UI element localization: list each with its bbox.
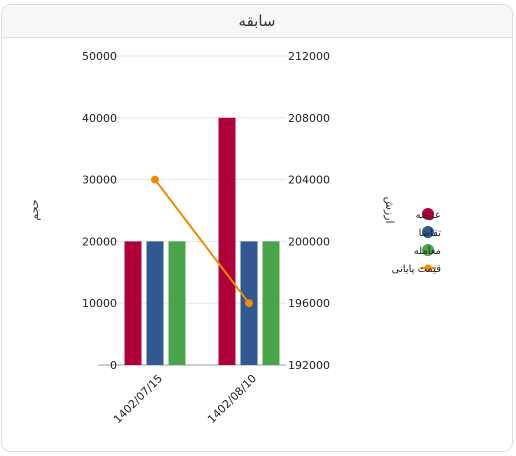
price-line-path: [154, 178, 250, 304]
legend-marker-icon: [424, 264, 432, 272]
bar: [124, 241, 142, 365]
card-title: سابقه: [2, 5, 512, 38]
price-line: [151, 175, 253, 308]
right-tick-label: 208000: [288, 112, 330, 125]
left-tick-label: 30000: [82, 174, 117, 187]
right-tick-label: 212000: [288, 50, 330, 63]
x-tick-label: 1402/08/10: [205, 372, 259, 426]
price-point: [245, 299, 253, 308]
legend-label: قیمت پایانی: [392, 264, 442, 275]
left-tick-label: 40000: [82, 112, 117, 125]
bar: [168, 241, 186, 365]
legend-marker-icon: [422, 244, 434, 256]
x-tick-label: 1402/07/15: [111, 372, 165, 426]
bars: [124, 117, 280, 365]
bar: [218, 117, 236, 365]
left-tick-label: 50000: [82, 50, 117, 63]
left-tick-label: 10000: [82, 297, 117, 310]
right-axis-title: ارزش: [383, 196, 396, 223]
left-tick-label: 0: [110, 359, 117, 372]
legend-label: معامله: [414, 246, 441, 257]
right-tick-label: 196000: [288, 297, 330, 310]
bar: [146, 241, 164, 365]
right-tick-label: 192000: [288, 359, 330, 372]
right-tick-label: 200000: [288, 235, 330, 248]
left-tick-label: 20000: [82, 235, 117, 248]
legend-label: تقاضا: [419, 228, 442, 239]
right-tick-label: 204000: [288, 174, 330, 187]
legend-marker-icon: [422, 208, 434, 220]
price-point: [151, 175, 159, 184]
bar: [262, 241, 280, 365]
legend-marker-icon: [422, 226, 434, 238]
axes: 0 10000 20000 30000 40000 50000 192000 196000 20…: [82, 50, 330, 426]
legend: عرضه تقاضا معامله قیمت پایانی: [392, 208, 442, 275]
legend-label: عرضه: [416, 210, 441, 221]
left-axis-title: حجم: [28, 199, 41, 220]
